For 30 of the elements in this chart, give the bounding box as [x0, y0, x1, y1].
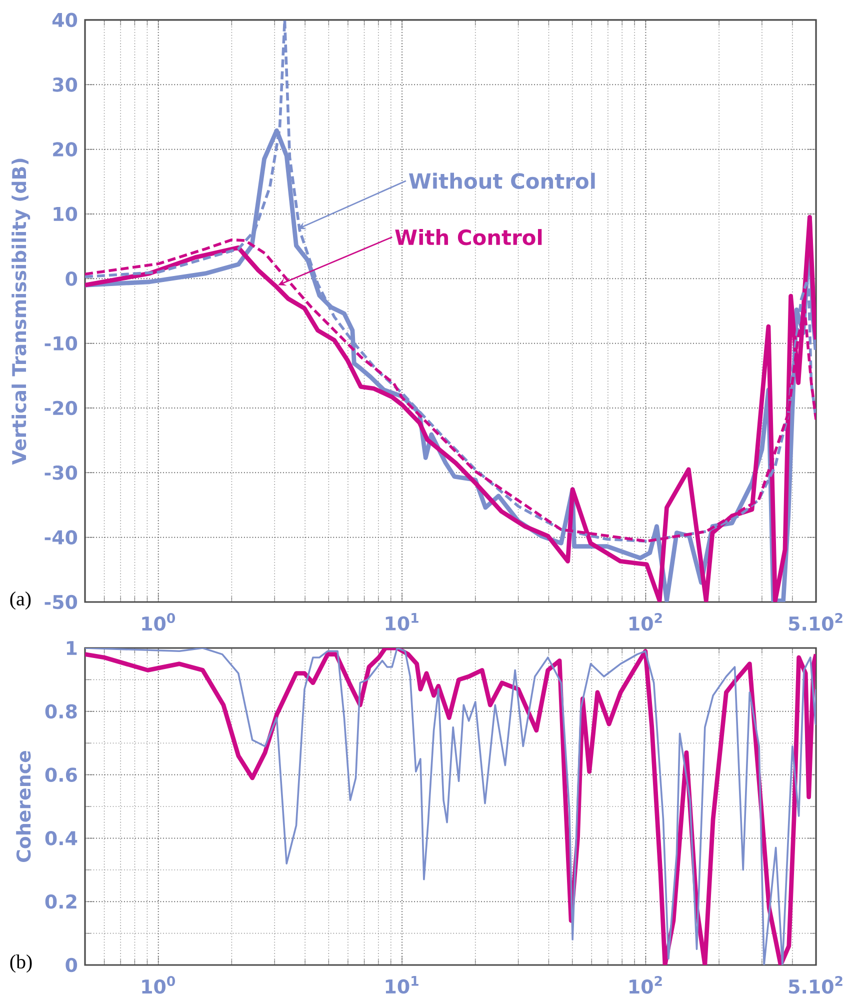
x-tick-label: 5.10$^{2}$ [789, 976, 842, 994]
y-tick-label: -30 [44, 465, 78, 480]
x-tick-label: 10$^{1}$ [386, 976, 418, 994]
y-tick-label: 40 [52, 12, 78, 28]
y-tick-label: 0.8 [45, 704, 77, 719]
x-tick-label: 5.10$^{2}$ [789, 613, 842, 631]
y-tick-label: 30 [52, 77, 78, 92]
y-tick-label: 0.4 [45, 831, 78, 846]
text: (a) [10, 592, 31, 610]
y-tick-label: -40 [44, 530, 78, 544]
y-tick-label: 10 [54, 206, 78, 222]
x-tick-label: 10$^{1}$ [386, 613, 418, 631]
y-tick-label: 0 [66, 958, 78, 972]
annotation: With Control [395, 229, 542, 246]
y-tick-label: -10 [44, 336, 78, 350]
x-tick-label: 10$^{2}$ [630, 613, 662, 631]
y-tick-label: 0.6 [45, 768, 77, 782]
y-tick-label: -20 [44, 400, 78, 416]
y-tick-label: 1 [66, 641, 77, 655]
x-tick-label: 10$^{0}$ [142, 976, 176, 994]
text: (b) [10, 954, 32, 973]
y-tick-label: -50 [44, 594, 78, 610]
annotation: Without Control [408, 172, 595, 189]
y-tick-label: 0 [66, 271, 78, 286]
y-axis-title: Coherence [16, 750, 31, 862]
y-tick-label: 0.2 [45, 894, 76, 909]
y-tick-label: 20 [53, 142, 78, 156]
x-tick-label: 10$^{0}$ [142, 613, 176, 631]
y-axis-title: Vertical Transmissibility (dB) [12, 158, 30, 465]
x-tick-label: 10$^{2}$ [630, 976, 662, 994]
